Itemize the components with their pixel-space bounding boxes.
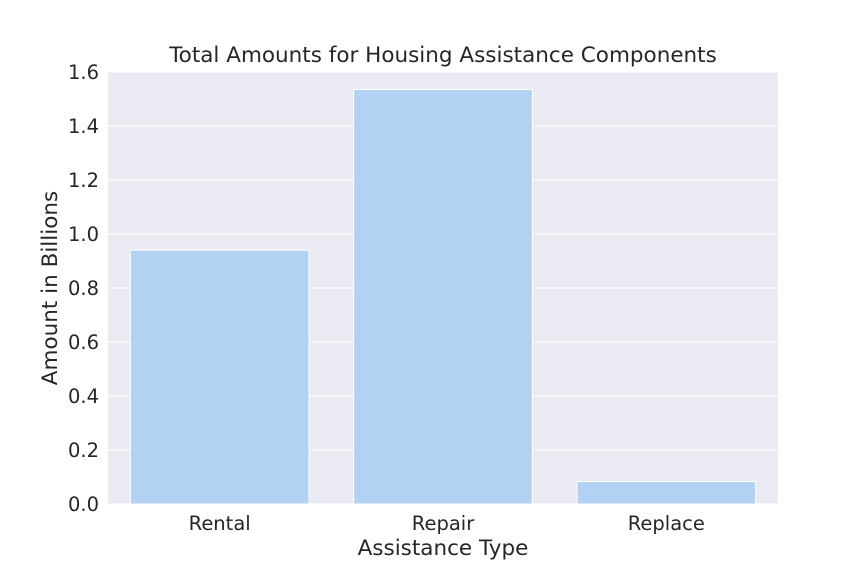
bar-rental <box>129 249 310 505</box>
y-axis-title: Amount in Billions <box>38 191 63 385</box>
y-tick-labels: 0.0 0.2 0.4 0.6 0.8 1.0 1.2 1.4 1.6 <box>68 61 99 516</box>
bars <box>129 89 757 505</box>
x-tick-labels: Rental Repair Replace <box>189 512 705 535</box>
y-tick-label: 0.6 <box>68 331 99 354</box>
bar-replace <box>576 481 757 505</box>
x-tick-label: Repair <box>412 512 475 535</box>
x-tick-label: Replace <box>628 512 705 535</box>
bar-repair <box>353 89 533 505</box>
x-tick-label: Rental <box>189 512 251 535</box>
y-tick-label: 1.6 <box>68 61 99 84</box>
y-tick-label: 1.0 <box>68 223 99 246</box>
y-tick-label: 1.4 <box>68 115 99 138</box>
y-tick-label: 0.4 <box>68 385 99 408</box>
chart-title: Total Amounts for Housing Assistance Com… <box>168 43 717 68</box>
y-tick-label: 0.2 <box>68 439 99 462</box>
y-tick-label: 1.2 <box>68 169 99 192</box>
y-tick-label: 0.8 <box>68 277 99 300</box>
y-tick-label: 0.0 <box>68 493 99 516</box>
x-axis-title: Assistance Type <box>358 536 529 561</box>
